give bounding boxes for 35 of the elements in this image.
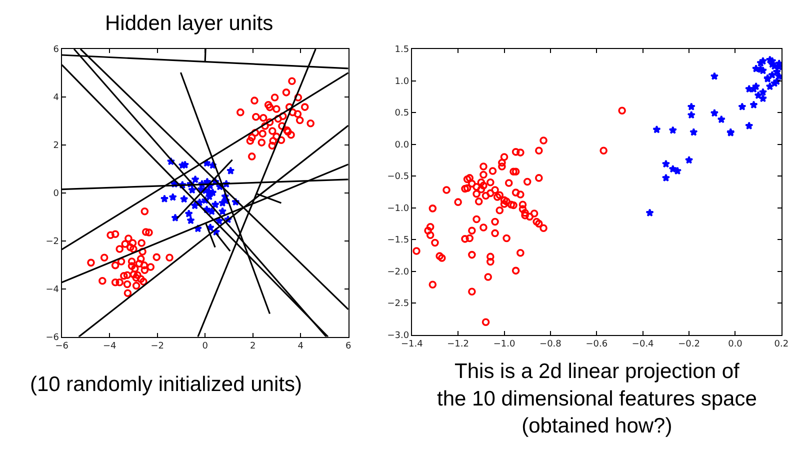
y-tick-label: −3.0 xyxy=(387,330,410,341)
y-tick-label: −1.5 xyxy=(387,236,410,246)
y-tick-label: −2.5 xyxy=(387,299,410,310)
x-tick-label: −1.0 xyxy=(493,340,516,350)
x-tick-label: −1.4 xyxy=(400,340,424,350)
y-tick-label: 0 xyxy=(53,189,60,200)
x-tick-label: −2 xyxy=(150,342,164,352)
x-tick-label: −0.4 xyxy=(632,340,654,350)
x-tick-label: −1.2 xyxy=(447,340,469,350)
y-tick-label: −2.0 xyxy=(387,267,410,278)
x-tick-label: −0.6 xyxy=(586,340,608,350)
x-tick-label: −4 xyxy=(102,342,116,352)
y-tick-label: 1.5 xyxy=(394,45,410,56)
x-tick-label: −0.8 xyxy=(540,340,562,350)
y-tick-label: −6 xyxy=(46,332,60,343)
y-tick-label: 4 xyxy=(53,93,60,104)
chart-title: Hidden layer units xyxy=(105,12,274,35)
text: This is a 2d linear projection of the 10 dimensional features space (obtained how?) xyxy=(437,360,757,438)
x-tick-label: 0.2 xyxy=(774,340,789,350)
y-tick-label: 0.0 xyxy=(394,140,410,150)
x-tick-label: −0.2 xyxy=(678,340,700,350)
y-tick-label: 6 xyxy=(53,45,60,56)
y-tick-label: −2 xyxy=(46,237,60,248)
x-tick-label: 2 xyxy=(250,342,256,352)
y-tick-label: −1.0 xyxy=(387,204,410,214)
y-tick-label: 2 xyxy=(53,141,60,152)
text: (10 randomly initialized units) xyxy=(30,373,302,396)
x-tick-label: 6 xyxy=(345,342,352,352)
x-tick-label: 0.0 xyxy=(728,340,743,350)
y-tick-label: 1.0 xyxy=(394,76,410,87)
y-tick-label: −4 xyxy=(46,284,60,295)
x-tick-label: 0 xyxy=(202,342,208,352)
y-tick-label: 0.5 xyxy=(394,108,410,119)
y-tick-label: −0.5 xyxy=(387,172,410,182)
x-tick-label: 4 xyxy=(298,342,304,352)
